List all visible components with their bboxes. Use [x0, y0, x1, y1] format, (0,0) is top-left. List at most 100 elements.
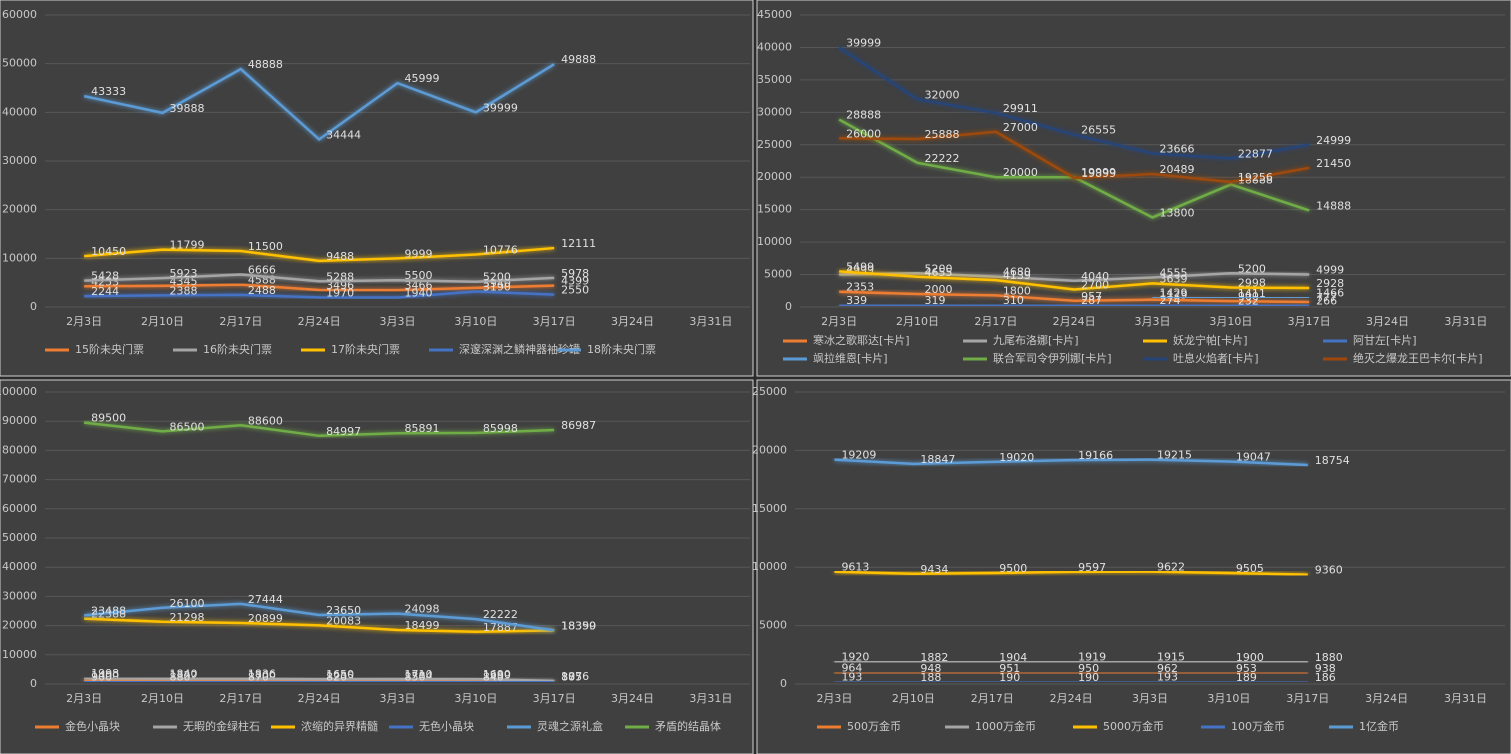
legend-label: 16阶未央门票	[203, 342, 272, 356]
data-label: 22877	[1238, 148, 1273, 161]
data-label: 24098	[405, 603, 440, 616]
x-tick-label: 3月10日	[454, 315, 497, 328]
series-line	[839, 290, 1310, 304]
y-tick-label: 70000	[2, 473, 37, 486]
series-line	[84, 290, 555, 299]
x-tick-label: 2月24日	[298, 692, 341, 705]
data-label: 3639	[1160, 272, 1188, 285]
data-label: 84997	[326, 425, 361, 438]
x-tick-label: 3月3日	[380, 692, 416, 705]
x-tick-label: 3月24日	[611, 692, 654, 705]
y-tick-label: 45000	[757, 8, 792, 21]
data-label: 20083	[326, 614, 361, 627]
data-label: 287	[1081, 294, 1102, 307]
data-label: 22222	[483, 608, 518, 621]
data-label: 1076	[561, 670, 589, 683]
y-tick-label: 20000	[757, 170, 792, 183]
data-label: 39999	[483, 101, 518, 114]
data-label: 875	[561, 670, 582, 683]
series-line	[839, 130, 1310, 184]
series-line	[84, 246, 555, 263]
data-label: 27000	[1003, 121, 1038, 134]
legend-label: 无暇的金绿柱石	[183, 719, 260, 733]
legend-label: 17阶未央门票	[331, 342, 400, 356]
data-label: 13800	[1160, 206, 1195, 219]
chart-panel: 0 5000 10000 15000 20000 25000 30000 35000 40000…	[756, 0, 1511, 377]
data-label: 5978	[561, 267, 589, 280]
y-tick-label: 90000	[2, 414, 37, 427]
x-tick-label: 2月17日	[219, 692, 262, 705]
chart-panel: 0 10000 20000 30000 40000 50000 60000 70000 8000…	[0, 379, 754, 754]
data-label: 957	[1081, 290, 1102, 303]
x-tick-label: 2月17日	[974, 315, 1017, 328]
data-label: 1970	[326, 286, 354, 299]
data-label: 2244	[91, 285, 119, 298]
x-tick-label: 2月3日	[821, 315, 857, 328]
data-label: 193	[841, 671, 862, 684]
data-label: 1920	[841, 651, 869, 664]
y-tick-label: 40000	[2, 560, 37, 573]
x-tick-label: 2月24日	[298, 315, 341, 328]
x-tick-label: 3月3日	[1132, 692, 1168, 705]
data-label: 1940	[405, 287, 433, 300]
legend-label: 500万金币	[847, 719, 901, 733]
series-line	[834, 458, 1308, 467]
data-label: 18847	[920, 453, 955, 466]
y-tick-label: 5000	[759, 619, 787, 632]
data-label: 2700	[1081, 278, 1109, 291]
data-label: 1800	[1003, 284, 1031, 297]
legend-label: 矛盾的结晶体	[655, 719, 721, 733]
data-label: 1915	[1157, 651, 1185, 664]
y-tick-label: 20000	[2, 203, 37, 216]
y-tick-label: 0	[785, 300, 792, 313]
legend-label: 5000万金币	[1103, 719, 1164, 733]
data-label: 22222	[925, 152, 960, 165]
data-label: 4680	[1003, 266, 1031, 279]
x-tick-label: 3月31日	[1444, 315, 1487, 328]
data-label: 5288	[326, 270, 354, 283]
data-label: 88600	[248, 414, 283, 427]
data-label: 4139	[1003, 269, 1031, 282]
y-tick-label: 40000	[757, 40, 792, 53]
data-label: 3466	[405, 279, 433, 292]
data-label: 4555	[1160, 266, 1188, 279]
legend-label: 100万金币	[1231, 719, 1285, 733]
data-label: 9500	[999, 562, 1027, 575]
x-tick-label: 2月10日	[896, 315, 939, 328]
data-label: 188	[920, 671, 941, 684]
data-label: 25888	[925, 128, 960, 141]
data-label: 19166	[1078, 449, 1113, 462]
data-label: 23666	[1160, 142, 1195, 155]
y-tick-label: 100000	[0, 385, 37, 398]
data-label: 186	[1315, 671, 1336, 684]
data-label: 49888	[561, 53, 596, 66]
data-label: 89500	[91, 412, 126, 425]
series-line	[83, 63, 555, 141]
x-tick-label: 3月10日	[454, 692, 497, 705]
y-tick-label: 10000	[2, 251, 37, 264]
data-label: 9613	[841, 561, 869, 574]
data-label: 85891	[405, 422, 440, 435]
y-tick-label: 0	[780, 677, 787, 690]
y-tick-label: 30000	[757, 105, 792, 118]
legend-label: 联合军司令伊列娜[卡片]	[993, 351, 1112, 365]
data-label: 5200	[925, 262, 953, 275]
data-label: 34444	[326, 128, 361, 141]
legend-label: 金色小晶块	[65, 719, 120, 733]
data-label: 23488	[91, 604, 126, 617]
x-tick-label: 2月24日	[1050, 692, 1093, 705]
data-label: 190	[999, 671, 1020, 684]
series-line	[84, 602, 555, 632]
y-tick-label: 10000	[2, 648, 37, 661]
data-label: 85998	[483, 422, 518, 435]
data-label: 9434	[920, 563, 948, 576]
legend-label: 绝灭之爆龙王巴卡尔[卡片]	[1353, 351, 1483, 365]
series-line	[838, 46, 1310, 160]
data-label: 2928	[1316, 277, 1344, 290]
data-label: 19256	[1238, 171, 1273, 184]
data-label: 5500	[405, 269, 433, 282]
legend-label: 15阶未央门票	[75, 342, 144, 356]
data-label: 23650	[326, 604, 361, 617]
data-label: 12111	[561, 237, 596, 250]
data-label: 1690	[483, 668, 511, 681]
